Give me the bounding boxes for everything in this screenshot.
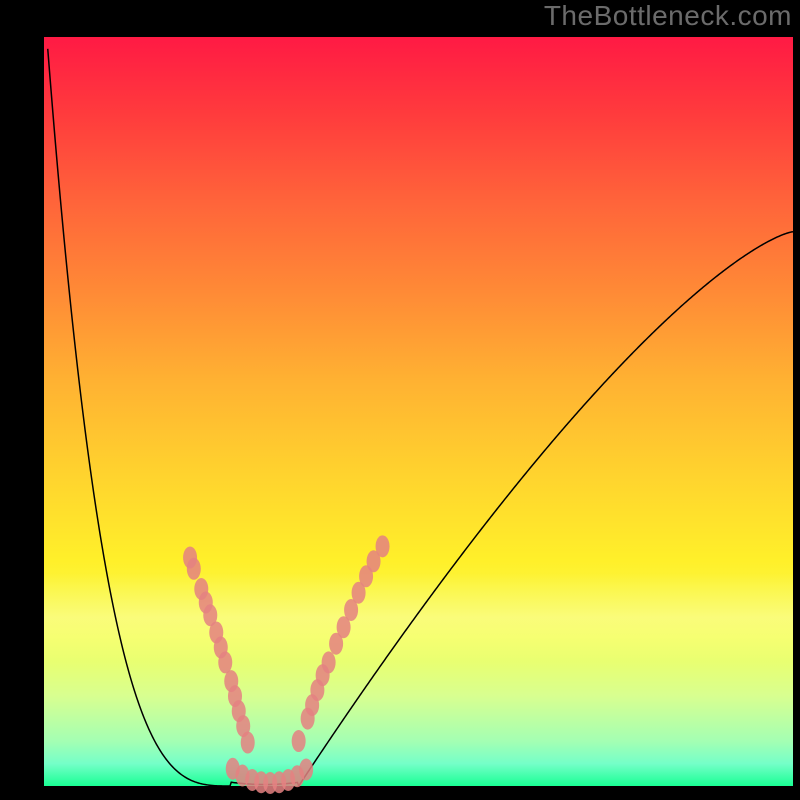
plot-background	[44, 37, 793, 786]
haze-band	[44, 573, 793, 663]
cluster-dot	[299, 759, 313, 781]
bottleneck-chart	[0, 0, 800, 800]
cluster-dot	[322, 651, 336, 673]
watermark-text: TheBottleneck.com	[544, 0, 792, 32]
cluster-dot	[292, 730, 306, 752]
cluster-dot	[218, 651, 232, 673]
cluster-dot	[241, 732, 255, 754]
cluster-dot	[376, 535, 390, 557]
cluster-dot	[187, 558, 201, 580]
